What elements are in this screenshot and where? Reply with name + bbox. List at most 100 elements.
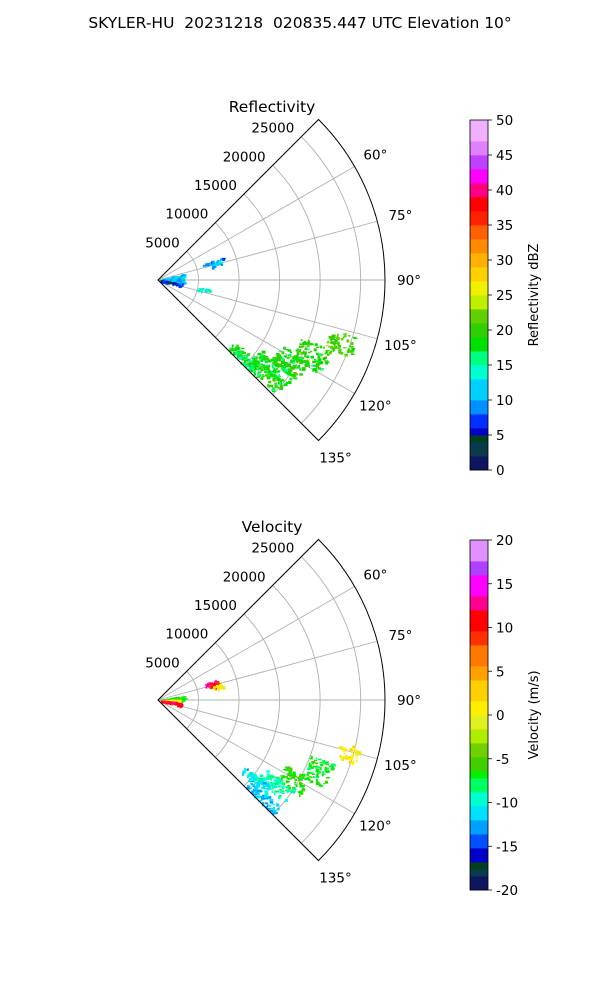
echo-gate [263, 777, 266, 780]
echo-gate [269, 375, 272, 378]
echo-gate [322, 771, 324, 774]
echo-gate [212, 684, 215, 687]
echo-gate [271, 784, 275, 788]
echo-gate [289, 378, 293, 381]
echo-gate [178, 697, 182, 700]
echo-gate [277, 809, 280, 811]
azimuth-tick-label: 75° [388, 628, 412, 644]
echo-gate [234, 348, 238, 351]
colorbar-segment [470, 127, 488, 135]
echo-gate [240, 351, 242, 354]
echo-gate [292, 788, 297, 792]
echo-gate [255, 776, 258, 778]
colorbar-tick-label: 45 [496, 148, 513, 164]
echo-gate [318, 784, 321, 787]
echo-gate [309, 350, 313, 353]
echo-gate [167, 702, 172, 705]
echo-gate [341, 747, 346, 750]
echo-gate [220, 687, 223, 690]
echo-gate [327, 353, 330, 356]
echo-gate [315, 765, 318, 767]
colorbar-segment [470, 652, 488, 660]
colorbar-segment [470, 554, 488, 562]
echo-gate [269, 784, 273, 787]
echo-gate [301, 776, 305, 779]
echo-gate [347, 756, 352, 758]
echo-gate [337, 346, 341, 350]
echo-gate [299, 359, 303, 362]
echo-gate [280, 356, 283, 359]
echo-gate [325, 361, 329, 364]
echo-gate [331, 763, 335, 767]
echo-gate [314, 343, 318, 347]
colorbar-segment [470, 330, 488, 338]
echo-gate [266, 366, 270, 370]
echo-gate [160, 280, 163, 282]
echo-gate [315, 766, 318, 769]
colorbar-segment [470, 323, 488, 331]
echo-gate [306, 355, 310, 359]
radar-echoes [161, 680, 362, 815]
colorbar-segment [470, 372, 488, 380]
echo-gate [275, 780, 278, 783]
echo-gate [260, 781, 264, 784]
echo-gate [294, 356, 299, 360]
echo-gate [212, 264, 216, 267]
colorbar-segment [470, 722, 488, 730]
echo-gate [218, 688, 220, 692]
echo-gate [325, 350, 328, 354]
echo-gate [289, 773, 294, 777]
colorbar-segment [470, 463, 488, 471]
radial-tick-label: 20000 [223, 149, 266, 165]
colorbar-segment [470, 855, 488, 863]
echo-gate [347, 350, 351, 353]
echo-gate [286, 357, 290, 359]
echo-gate [242, 770, 246, 774]
colorbar-segment [470, 358, 488, 366]
radial-tick-label: 25000 [251, 541, 294, 557]
echo-gate [308, 764, 312, 768]
echo-gate [244, 360, 247, 364]
echo-gate [296, 784, 298, 788]
echo-gate [285, 786, 290, 789]
echo-gate [265, 805, 268, 809]
echo-gate [308, 351, 311, 354]
echo-gate [216, 261, 221, 263]
colorbar-segment [470, 442, 488, 450]
echo-gate [281, 360, 285, 364]
echo-gate [282, 786, 287, 788]
echo-gate [350, 342, 353, 345]
echo-gate [182, 699, 186, 702]
colorbar-tick-label: 30 [496, 253, 513, 269]
echo-gate [312, 776, 315, 779]
echo-gate [330, 341, 335, 345]
echo-gate [208, 682, 211, 685]
echo-gate [290, 790, 293, 794]
echo-gate [310, 355, 314, 359]
echo-gate [269, 781, 272, 784]
echo-gate [347, 335, 351, 337]
echo-gate [266, 770, 271, 773]
echo-gate [317, 363, 320, 366]
echo-gate [201, 288, 205, 290]
echo-gate [213, 686, 215, 690]
echo-gate [254, 777, 258, 781]
echo-gate [275, 357, 280, 360]
echo-gate [268, 385, 271, 387]
azimuth-gridline [157, 586, 355, 701]
colorbar-segment [470, 701, 488, 709]
colorbar-segment [470, 624, 488, 632]
echo-gate [277, 359, 282, 362]
echo-gate [261, 350, 266, 354]
echo-gate [211, 266, 215, 270]
echo-gate [281, 357, 285, 361]
colorbar-tick-label: -5 [496, 752, 509, 768]
colorbar-segment [470, 435, 488, 443]
echo-gate [287, 772, 291, 776]
echo-gate [248, 368, 251, 372]
echo-gate [286, 382, 290, 384]
echo-gate [262, 364, 266, 367]
echo-gate [260, 369, 264, 372]
colorbar-segment [470, 540, 488, 548]
azimuth-tick-label: 90° [397, 693, 421, 709]
